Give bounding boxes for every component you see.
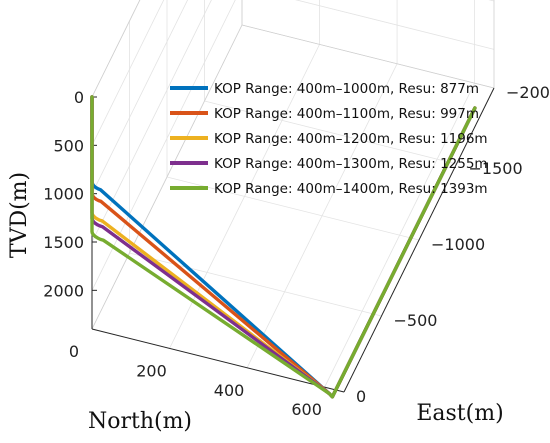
box-edge [91,0,141,98]
tvd-tick-label: 1000 [43,185,84,204]
series-line-5 [90,95,477,399]
east-tick-label: −500 [394,311,438,330]
east-tick-label: −1000 [431,235,485,254]
east-tick-label: 0 [356,387,366,406]
north-axis-line [91,328,345,393]
tick-layer: 0 500 1000 1500 2000 0 200 400 600 0 −500 −1000 −150… [43,83,550,419]
series-layer [90,95,477,399]
box-edge [241,24,495,89]
north-tick-label: 0 [69,342,79,361]
legend-label: KOP Range: 400m–1100m, Resu: 997m [214,106,479,122]
east-axis-title: East(m) [416,401,503,426]
east-axis-line [343,87,495,393]
east-tick-label: −1500 [469,159,523,178]
legend-label: KOP Range: 400m–1300m, Resu: 1255m [214,156,488,172]
grid-line [91,0,236,291]
grid-line [91,0,165,146]
grid-line [91,0,189,194]
grid-line [204,100,457,165]
grid-line [129,252,382,317]
legend: KOP Range: 400m–1000m, Resu: 877m KOP Ran… [170,81,488,197]
north-tick-label: 600 [291,400,322,419]
grid-line [166,176,420,241]
legend-label: KOP Range: 400m–1400m, Resu: 1393m [214,181,488,197]
north-tick-label: 400 [214,381,245,400]
tvd-tick-label: 0 [74,88,84,107]
tvd-tick-label: 500 [53,136,84,155]
box-edge [91,24,243,330]
tvd-tick-label: 1500 [43,233,84,252]
grid-line [295,0,495,50]
north-axis-title: North(m) [88,409,192,434]
tvd-tick-label: 2000 [43,281,84,300]
legend-label: KOP Range: 400m–1200m, Resu: 1196m [214,131,488,147]
east-tick-label: −2000 [506,83,550,102]
legend-label: KOP Range: 400m–1000m, Resu: 877m [214,81,479,97]
north-tick-label: 200 [136,361,167,380]
tvd-axis-title: TVD(m) [7,172,32,258]
grid-line [91,0,212,243]
grid-line [488,0,495,2]
